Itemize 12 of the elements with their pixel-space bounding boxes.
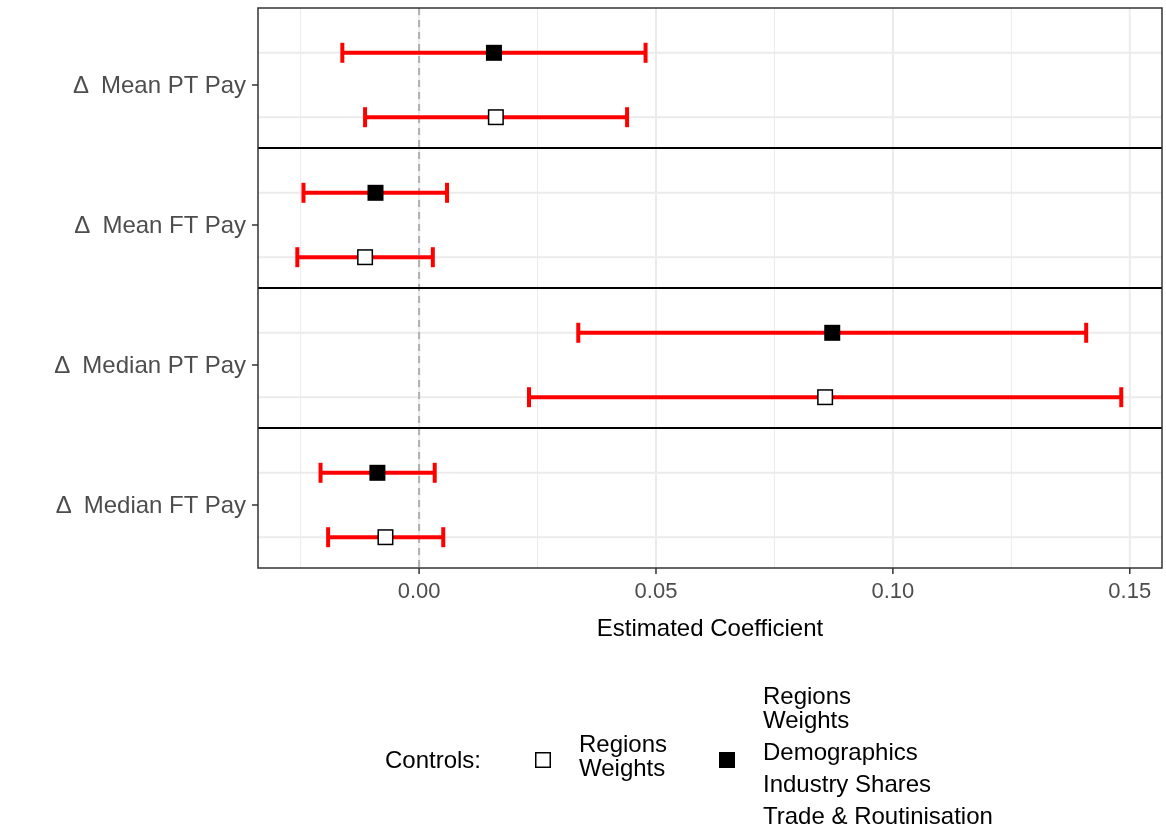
x-tick-label: 0.00 — [397, 578, 441, 603]
legend-title: Controls: — [385, 746, 482, 774]
x-tick-label: 0.10 — [871, 578, 915, 603]
legend-label: Regions Weights — [579, 730, 668, 781]
x-axis-title: Estimated Coefficient — [596, 614, 824, 641]
y-tick-label: Δ Median PT Pay — [54, 351, 246, 379]
y-tick-label: Δ Median FT Pay — [55, 491, 246, 519]
legend-label: Regions Weights Demographics Industry Shares Trade & Routinisation — [763, 682, 993, 829]
y-tick-label: Δ Mean FT Pay — [74, 211, 246, 239]
x-tick-label: 0.05 — [634, 578, 678, 603]
x-tick-label: 0.15 — [1108, 578, 1152, 603]
y-tick-label: Δ Mean PT Pay — [72, 71, 246, 99]
